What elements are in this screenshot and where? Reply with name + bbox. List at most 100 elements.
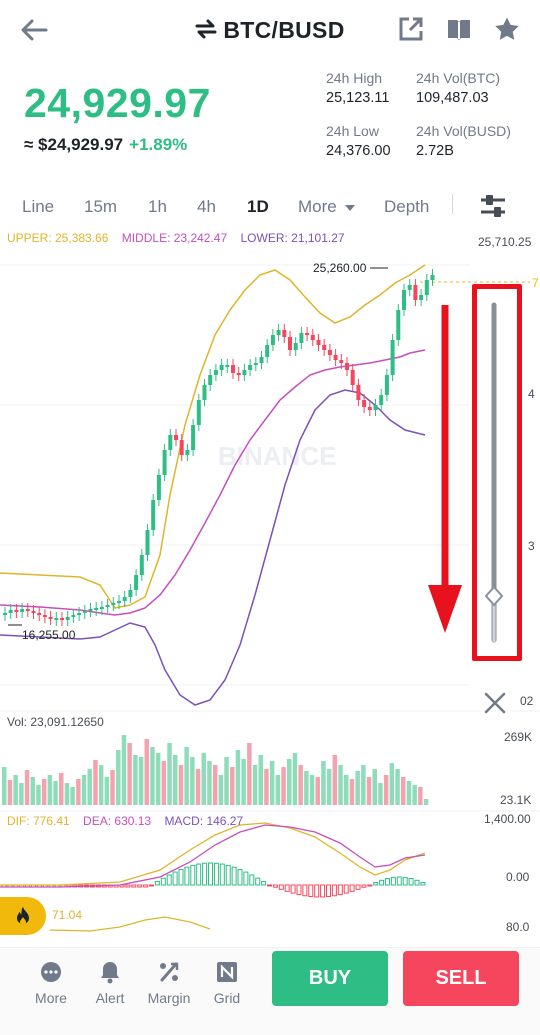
macd-bar [178, 868, 184, 886]
volume-bar [87, 769, 92, 805]
stat-24h-high: 24h High 25,123.11 [326, 70, 389, 106]
tab-1h[interactable]: 1h [148, 197, 167, 216]
volume-bar [167, 743, 172, 805]
volume-bar [98, 765, 104, 805]
macd-bar [172, 871, 178, 886]
candle-body [202, 385, 207, 400]
book-icon[interactable] [444, 14, 474, 44]
volume-bar [47, 775, 53, 805]
volume-bar [161, 761, 167, 805]
volume-bar [401, 777, 406, 805]
tab-1d[interactable]: 1D [247, 197, 269, 216]
volume-bar [104, 777, 110, 805]
buy-button[interactable]: BUY [272, 951, 388, 1006]
candle-body [117, 601, 121, 603]
nav-more-label: More [35, 990, 67, 1006]
candle-body [310, 335, 315, 340]
candle-body [42, 615, 47, 617]
volume-bar [13, 775, 18, 805]
stat-value: 109,487.03 [416, 90, 489, 106]
chart-settings-icon[interactable] [478, 193, 508, 219]
volume-bar [344, 775, 349, 805]
candle-body [60, 618, 64, 620]
tab-15m[interactable]: 15m [84, 197, 118, 216]
top-bar: BTC/BUSD [0, 0, 540, 62]
macd-bar [202, 862, 208, 886]
candle-body [156, 475, 161, 500]
grid-icon [214, 960, 240, 984]
star-icon[interactable] [492, 14, 522, 44]
volume-bar [212, 765, 218, 805]
nav-alert[interactable]: Alert [81, 960, 139, 1006]
back-arrow-icon[interactable] [18, 14, 50, 46]
volume-bar [418, 787, 423, 805]
candle-body [20, 609, 25, 612]
volume-bar [144, 739, 149, 805]
tab-line[interactable]: Line [22, 197, 55, 216]
candle-body [213, 370, 218, 375]
volume-bar [264, 769, 269, 805]
macd-bar [231, 866, 237, 886]
volume-bar [2, 767, 7, 805]
macd-bar [367, 884, 373, 887]
stat-label: 24h High [326, 70, 383, 86]
candle-body [407, 285, 412, 290]
volume-axis-top: 269K [504, 730, 533, 744]
zoom-slider-handle-icon[interactable] [484, 585, 504, 607]
macd-axis-zero: 0.00 [506, 870, 530, 884]
candle-body [265, 345, 270, 357]
macd-bar [249, 874, 255, 886]
tab-depth[interactable]: Depth [384, 197, 430, 216]
candle-body [31, 611, 36, 613]
volume-bar [230, 767, 235, 805]
candle-body [288, 337, 292, 350]
tab-4h[interactable]: 4h [197, 197, 216, 216]
stat-label: 24h Low [326, 123, 379, 139]
macd-bar [290, 884, 296, 894]
volume-bar [355, 771, 360, 805]
sell-button[interactable]: SELL [403, 951, 519, 1006]
kline-chart[interactable]: BINANCE 25,260.00 16,255.00 7 4 3 02 [0, 225, 540, 935]
tab-more[interactable]: More [298, 197, 356, 217]
candle-body [379, 395, 384, 405]
candle-body [208, 375, 213, 385]
macd-axis-top: 1,400.00 [484, 812, 531, 826]
candle-body [316, 340, 321, 345]
close-icon[interactable] [482, 690, 508, 716]
candle-body [430, 275, 435, 280]
macd-bar [125, 884, 131, 888]
macd-bar [278, 884, 284, 890]
candle-body [299, 333, 304, 343]
volume-axis-bottom: 23.1K [500, 793, 532, 807]
candle-body [25, 609, 30, 611]
share-icon[interactable] [396, 14, 426, 44]
volume-bar [315, 777, 320, 805]
candle-body [293, 343, 298, 350]
nav-more[interactable]: More [22, 960, 80, 1006]
stat-24h-low: 24h Low 24,376.00 [326, 123, 391, 159]
macd-bar [261, 881, 267, 886]
candle-body [65, 617, 70, 620]
volume-bar [127, 743, 132, 805]
candle-body [327, 350, 332, 355]
nav-alert-label: Alert [95, 990, 125, 1006]
candle-body [253, 363, 258, 365]
stat-label: 24h Vol(BUSD) [416, 123, 511, 139]
macd-bar [361, 884, 367, 888]
fire-icon[interactable] [0, 897, 46, 935]
nav-margin[interactable]: Margin [140, 960, 198, 1006]
macd-bar [355, 884, 361, 890]
macd-bar [390, 876, 396, 886]
margin-icon [156, 960, 182, 984]
nav-grid[interactable]: Grid [198, 960, 256, 1006]
candle-body [339, 360, 344, 363]
macd-bar [379, 879, 385, 886]
macd-bar [396, 876, 402, 886]
macd-bar [154, 881, 160, 886]
pair-title[interactable]: BTC/BUSD [0, 17, 540, 45]
candle-body [111, 603, 116, 605]
candle-body [88, 609, 93, 611]
candle-body [191, 425, 196, 450]
candle-body [179, 440, 184, 455]
candle-body [270, 335, 275, 345]
